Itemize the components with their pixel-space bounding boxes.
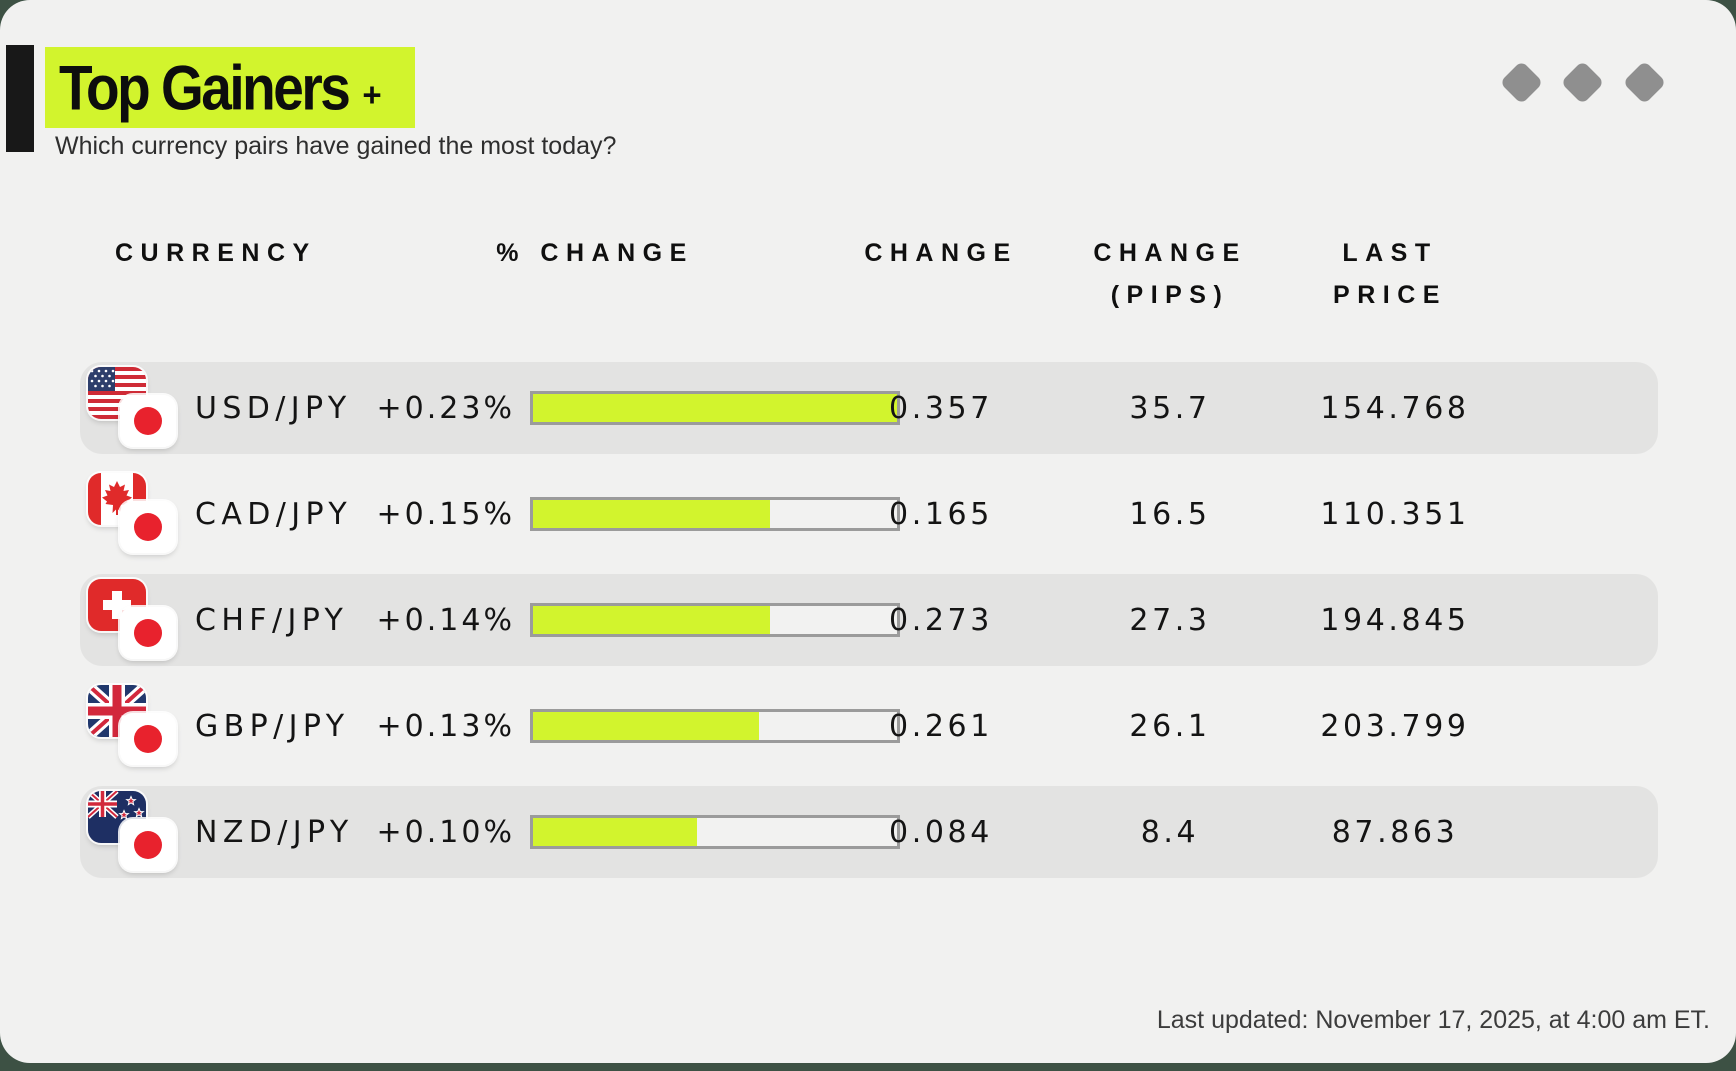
japan-flag-icon xyxy=(120,501,176,553)
change-pips-value: 8.4 xyxy=(1140,814,1200,850)
last-price-value: 154.768 xyxy=(1320,390,1470,426)
currency-pair-flags xyxy=(88,367,180,449)
last-price-value: 110.351 xyxy=(1320,496,1470,532)
currency-pair-flags xyxy=(88,685,180,767)
column-header-last-price: LAST PRICE xyxy=(1333,239,1447,309)
japan-flag-icon xyxy=(120,607,176,659)
pct-change-bar xyxy=(530,709,900,743)
change-value: 0.357 xyxy=(889,390,993,426)
change-value: 0.273 xyxy=(889,602,993,638)
change-pips-value: 27.3 xyxy=(1129,602,1211,638)
column-header-change: CHANGE xyxy=(864,239,1018,267)
page-subtitle: Which currency pairs have gained the mos… xyxy=(55,132,617,160)
pct-change-bar xyxy=(530,603,900,637)
column-header-currency: CURRENCY xyxy=(115,239,317,267)
page-title: Top Gainers xyxy=(59,52,351,123)
japan-flag-icon xyxy=(120,819,176,871)
table-row: USD/JPY +0.23% 0.357 35.7 154.768 xyxy=(80,362,1658,454)
column-header-change-pips: CHANGE (PIPS) xyxy=(1093,239,1247,309)
diamond-decoration-icon xyxy=(1560,60,1605,105)
pct-change-value: +0.10% xyxy=(376,814,515,850)
currency-pair-flags xyxy=(88,579,180,661)
currency-pair-flags xyxy=(88,473,180,555)
pct-change-bar xyxy=(530,391,900,425)
pct-change-value: +0.14% xyxy=(376,602,515,638)
change-value: 0.261 xyxy=(889,708,993,744)
last-price-value: 194.845 xyxy=(1320,602,1470,638)
united-states-flag-icon xyxy=(88,367,146,419)
last-price-value: 87.863 xyxy=(1331,814,1459,850)
plus-icon: + xyxy=(362,75,382,113)
change-pips-value: 26.1 xyxy=(1129,708,1211,744)
side-accent-bar xyxy=(6,45,34,152)
pct-change-bar-fill xyxy=(533,606,770,634)
japan-flag-icon xyxy=(120,713,176,765)
currency-pair-label: CAD/JPY xyxy=(195,496,353,532)
table-row: GBP/JPY +0.13% 0.261 26.1 203.799 xyxy=(80,680,1658,772)
pct-change-bar xyxy=(530,497,900,531)
last-updated-text: Last updated: November 17, 2025, at 4:00… xyxy=(1156,1006,1710,1034)
column-header-pct-change: % CHANGE xyxy=(496,239,694,267)
title-block: Top Gainers + xyxy=(45,47,415,128)
pct-change-bar-fill xyxy=(533,818,697,846)
japan-flag-icon xyxy=(120,395,176,447)
change-value: 0.165 xyxy=(889,496,993,532)
pct-change-bar-fill xyxy=(533,712,759,740)
change-pips-value: 16.5 xyxy=(1129,496,1211,532)
last-price-value: 203.799 xyxy=(1320,708,1470,744)
diamond-decoration-icon xyxy=(1499,60,1544,105)
pct-change-bar-fill xyxy=(533,500,770,528)
currency-pair-label: GBP/JPY xyxy=(195,708,350,744)
currency-pair-label: USD/JPY xyxy=(195,390,352,426)
change-pips-value: 35.7 xyxy=(1129,390,1211,426)
pct-change-bar xyxy=(530,815,900,849)
table-row: NZD/JPY +0.10% 0.084 8.4 87.863 xyxy=(80,786,1658,878)
change-value: 0.084 xyxy=(889,814,993,850)
diamond-decoration-icon xyxy=(1622,60,1667,105)
pct-change-value: +0.23% xyxy=(376,390,515,426)
pct-change-bar-fill xyxy=(533,394,897,422)
table-row: CHF/JPY +0.14% 0.273 27.3 194.845 xyxy=(80,574,1658,666)
currency-pair-flags xyxy=(88,791,180,873)
table-row: CAD/JPY +0.15% 0.165 16.5 110.351 xyxy=(80,468,1658,560)
pct-change-value: +0.13% xyxy=(376,708,515,744)
currency-pair-label: CHF/JPY xyxy=(195,602,349,638)
currency-pair-label: NZD/JPY xyxy=(195,814,354,850)
pct-change-value: +0.15% xyxy=(376,496,515,532)
